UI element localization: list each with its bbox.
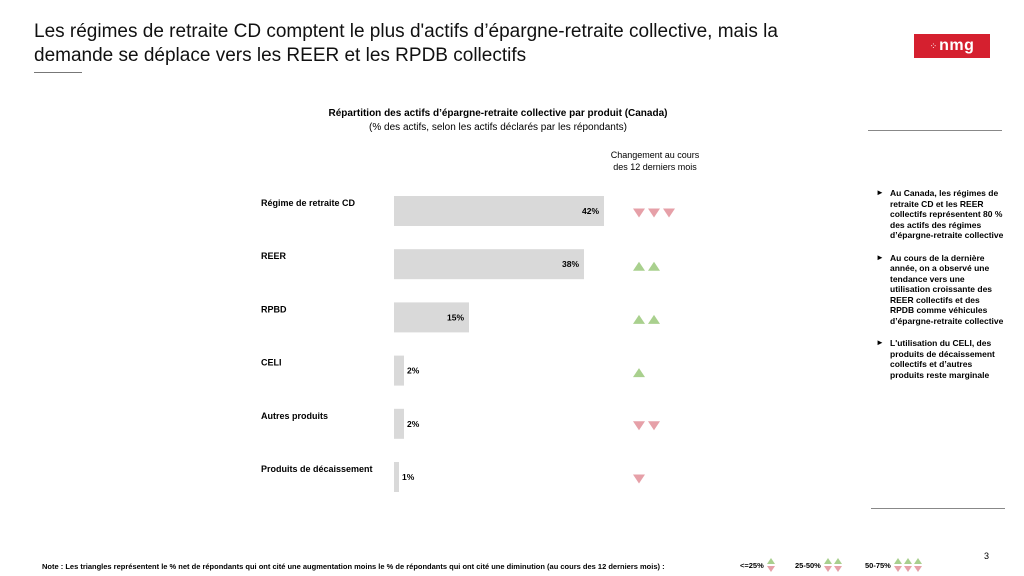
logo-dots-icon: ⁘ xyxy=(929,40,937,51)
down-triangle-icon xyxy=(913,566,922,572)
up-triangle-icon xyxy=(633,368,645,378)
legend-triangles-icon xyxy=(893,558,922,572)
nmg-logo: ⁘ nmg xyxy=(914,34,990,58)
title-underline xyxy=(34,72,82,73)
value-label: 1% xyxy=(402,472,415,482)
bar xyxy=(394,355,404,386)
up-triangle-icon xyxy=(633,314,645,324)
legend-item-1: <=25% xyxy=(740,557,776,573)
category-label: Produits de décaissement xyxy=(261,464,373,474)
legend-label: <=25% xyxy=(740,560,764,570)
up-triangle-icon xyxy=(893,558,902,564)
page-number: 3 xyxy=(984,551,990,561)
key-findings: ► Au Canada, les régimes de retraite CD e… xyxy=(876,188,1004,392)
sidebar-divider-top xyxy=(868,130,1002,131)
up-triangle-icon xyxy=(913,558,922,564)
slide-title: Les régimes de retraite CD comptent le p… xyxy=(34,21,778,66)
bar xyxy=(394,462,399,492)
down-triangle-icon xyxy=(663,208,675,218)
category-label: REER xyxy=(261,251,287,261)
bullet-arrow-icon: ► xyxy=(876,252,884,262)
down-triangle-icon xyxy=(903,566,912,572)
finding-1: ► Au Canada, les régimes de retraite CD e… xyxy=(876,188,1004,241)
finding-2: ► Au cours de la dernière année, on a obs… xyxy=(876,253,1004,327)
down-triangle-icon xyxy=(648,421,660,431)
chart-subtitle: (% des actifs, selon les actifs déclarés… xyxy=(369,122,627,133)
finding-text: L'utilisation du CELI, des produits de d… xyxy=(890,338,995,380)
down-triangle-icon xyxy=(633,474,645,484)
down-triangle-icon xyxy=(648,208,660,218)
down-triangle-icon xyxy=(766,566,775,572)
bullet-arrow-icon: ► xyxy=(876,338,884,347)
up-triangle-icon xyxy=(903,558,912,564)
value-label: 42% xyxy=(582,206,599,216)
legend-item-2: 25-50% xyxy=(795,557,843,573)
bar xyxy=(394,249,584,280)
value-label: 2% xyxy=(407,419,420,429)
category-label: Autres produits xyxy=(261,411,328,421)
legend-label: 25-50% xyxy=(795,560,821,570)
up-triangle-icon xyxy=(633,261,645,271)
up-triangle-icon xyxy=(833,558,842,564)
value-label: 15% xyxy=(447,312,464,322)
down-triangle-icon xyxy=(633,421,645,431)
up-triangle-icon xyxy=(766,558,775,564)
finding-3: ► L'utilisation du CELI, des produits de … xyxy=(876,338,1004,380)
finding-text: Au Canada, les régimes de retraite CD et… xyxy=(890,188,1004,240)
value-label: 2% xyxy=(407,366,420,376)
bar xyxy=(394,302,469,333)
down-triangle-icon xyxy=(823,566,832,572)
sidebar-divider-bottom xyxy=(871,508,1005,509)
footer-note: Note : Les triangles représentent le % n… xyxy=(42,562,665,571)
change-column-header: Changement au cours des 12 derniers mois xyxy=(610,150,700,172)
category-label: CELI xyxy=(261,358,282,368)
legend-triangles-icon xyxy=(766,558,775,572)
up-triangle-icon xyxy=(648,261,660,271)
logo-text: nmg xyxy=(939,37,975,54)
bar xyxy=(394,408,404,439)
up-triangle-icon xyxy=(823,558,832,564)
category-label: RPBD xyxy=(261,304,287,314)
value-label: 38% xyxy=(562,259,579,269)
bullet-arrow-icon: ► xyxy=(876,188,884,197)
legend-label: 50-75% xyxy=(865,560,891,570)
down-triangle-icon xyxy=(893,566,902,572)
bar xyxy=(394,196,604,226)
category-label: Régime de retraite CD xyxy=(261,198,356,208)
legend-triangles-icon xyxy=(823,558,842,572)
finding-text: Au cours de la dernière année, on a obse… xyxy=(890,252,1004,326)
legend-item-3: 50-75% xyxy=(865,557,923,573)
up-triangle-icon xyxy=(648,314,660,324)
down-triangle-icon xyxy=(633,208,645,218)
chart-title: Répartition des actifs d’épargne-retrait… xyxy=(328,108,668,119)
down-triangle-icon xyxy=(833,566,842,572)
